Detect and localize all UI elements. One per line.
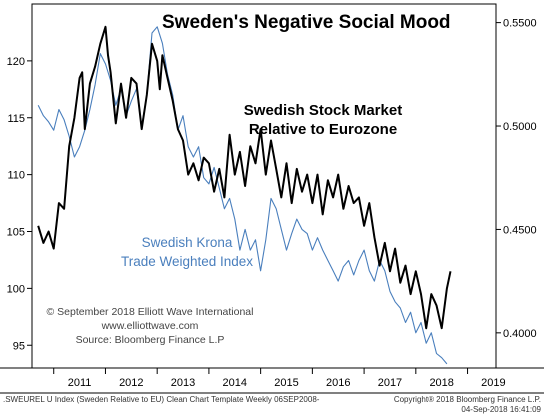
left-y-tick-label: 105: [7, 227, 25, 239]
x-tick-label: 2014: [223, 377, 247, 389]
krona-series-label-line1: Swedish Krona: [142, 235, 233, 250]
credit-copyright: © September 2018 Elliott Wave Internatio…: [47, 306, 254, 318]
right-y-tick-label: 0.4500: [503, 224, 537, 236]
stock-series-label-line1: Swedish Stock Market: [244, 102, 402, 119]
x-tick-label: 2013: [171, 377, 195, 389]
right-y-axis: 0.4000 0.4500 0.5000 0.5500: [496, 18, 537, 340]
x-tick-label: 2012: [119, 377, 143, 389]
left-y-tick-label: 115: [7, 113, 25, 125]
left-y-tick-label: 95: [13, 340, 25, 352]
footer-left: .SWEUREL U Index (Sweden Relative to EU)…: [3, 395, 320, 404]
credit-website: www.elliottwave.com: [101, 320, 199, 332]
x-tick-label: 2019: [481, 377, 505, 389]
x-tick-label: 2017: [378, 377, 402, 389]
left-y-tick-label: 110: [7, 170, 25, 182]
stock-series-label-line2: Relative to Eurozone: [249, 121, 397, 138]
x-tick-label: 2016: [326, 377, 350, 389]
right-y-tick-label: 0.5000: [503, 121, 537, 133]
x-tick-label: 2011: [68, 377, 92, 389]
krona-series-label-line2: Trade Weighted Index: [121, 254, 253, 269]
x-axis: 2011 2012 2013 2014 2015 2016 2017 2018 2019: [53, 368, 506, 389]
footer-right-line1: Copyright® 2018 Bloomberg Finance L.P.: [394, 395, 541, 404]
left-y-tick-label: 120: [7, 56, 25, 68]
chart-title: Sweden's Negative Social Mood: [162, 12, 451, 33]
x-tick-label: 2018: [429, 377, 453, 389]
footer-right-line2: 04-Sep-2018 16:41:09: [461, 405, 541, 414]
left-y-tick-label: 100: [7, 283, 25, 295]
x-tick-label: 2015: [274, 377, 298, 389]
right-y-tick-label: 0.5500: [503, 18, 537, 30]
right-y-tick-label: 0.4000: [503, 328, 537, 340]
left-y-axis: 95 100 105 110 115 120: [7, 56, 32, 352]
stock-market-line: [37, 25, 452, 330]
series-layer: [37, 25, 452, 365]
credit-source: Source: Bloomberg Finance L.P: [76, 334, 225, 346]
